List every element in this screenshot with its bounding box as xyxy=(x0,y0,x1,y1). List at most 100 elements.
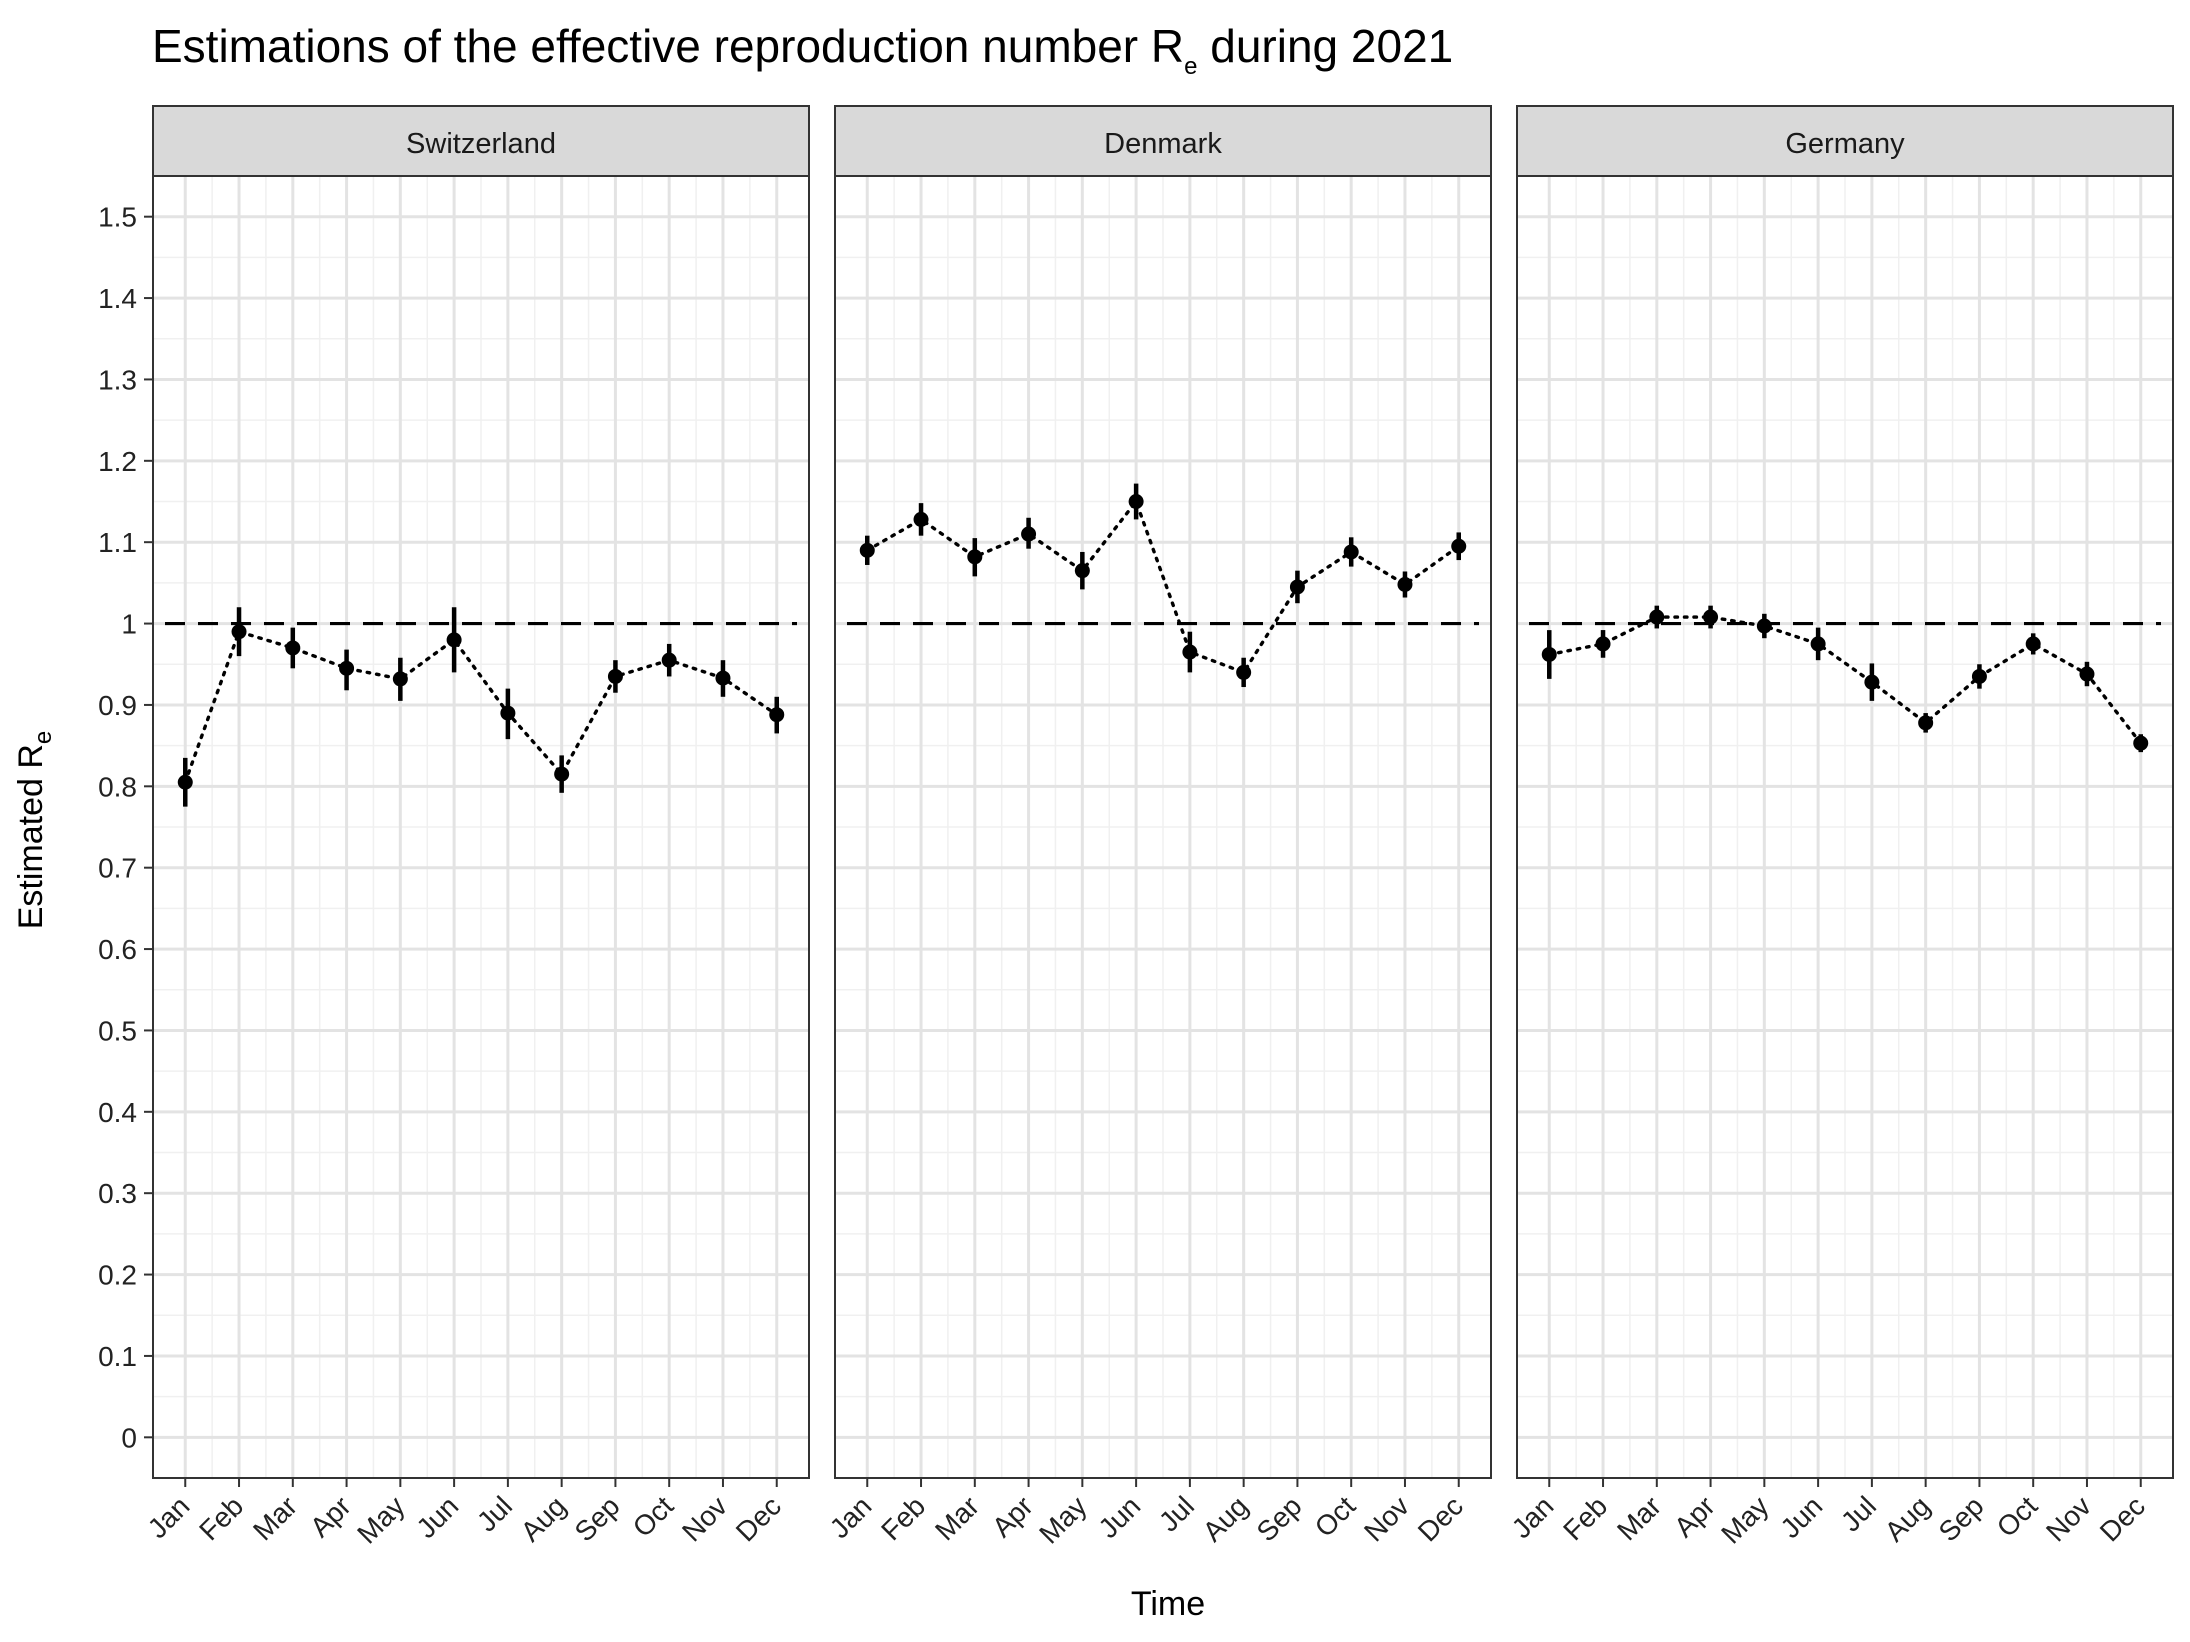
strip-label: Germany xyxy=(1785,128,1905,160)
data-point xyxy=(1074,563,1090,579)
data-point xyxy=(554,766,570,782)
data-point xyxy=(2133,735,2149,751)
y-axis-title: Estimated Re xyxy=(12,731,57,930)
x-tick-label: Jul xyxy=(471,1490,518,1537)
strip-background xyxy=(1516,105,2174,177)
x-tick-label: Jun xyxy=(411,1490,465,1544)
data-point xyxy=(1021,526,1037,542)
data-point xyxy=(1971,668,1987,684)
data-point xyxy=(859,542,875,558)
x-tick-label: Jan xyxy=(1506,1490,1560,1544)
y-tick-label: 1.5 xyxy=(98,202,137,233)
data-point xyxy=(2025,636,2041,652)
data-point xyxy=(1756,618,1772,634)
x-tick-label: Sep xyxy=(1251,1490,1308,1547)
data-point xyxy=(967,549,983,565)
x-tick-label: Oct xyxy=(627,1490,680,1543)
x-tick-label: Sep xyxy=(1933,1490,1990,1547)
data-point xyxy=(177,774,193,790)
data-point xyxy=(1541,646,1557,662)
data-point xyxy=(913,511,929,527)
x-tick-label: Mar xyxy=(247,1490,303,1546)
y-title-main: Estimated R xyxy=(12,744,50,929)
x-tick-label: Dec xyxy=(730,1490,787,1547)
y-tick-label: 0.9 xyxy=(98,690,137,721)
data-point xyxy=(1236,664,1252,680)
y-tick-label: 1.1 xyxy=(98,527,137,558)
x-tick-label: Jun xyxy=(1775,1490,1829,1544)
data-point xyxy=(661,652,677,668)
data-point xyxy=(1343,544,1359,560)
strip-background xyxy=(152,105,810,177)
data-point xyxy=(1918,715,1934,731)
x-tick-label: Apr xyxy=(986,1490,1039,1543)
y-tick-label: 1 xyxy=(121,609,137,640)
title-suffix: during 2021 xyxy=(1197,20,1453,72)
x-tick-label: Nov xyxy=(676,1490,733,1547)
x-tick-label: Oct xyxy=(1991,1490,2044,1543)
data-point xyxy=(231,624,247,640)
x-tick-label: Nov xyxy=(2040,1490,2097,1547)
data-point xyxy=(285,640,301,656)
data-point xyxy=(1128,494,1144,509)
y-tick-label: 0.7 xyxy=(98,853,137,884)
data-point xyxy=(1289,579,1305,595)
x-tick-label: Jan xyxy=(824,1490,878,1544)
data-point xyxy=(1451,538,1467,554)
x-tick-label: Feb xyxy=(1557,1490,1613,1546)
x-tick-label: Jun xyxy=(1093,1490,1147,1544)
x-tick-label: Dec xyxy=(1412,1490,1469,1547)
data-point xyxy=(1397,577,1413,593)
data-point xyxy=(1703,609,1719,625)
y-tick-label: 1.3 xyxy=(98,364,137,395)
y-tick-label: 0.5 xyxy=(98,1015,137,1046)
x-tick-label: May xyxy=(1033,1490,1092,1549)
x-tick-label: Aug xyxy=(1197,1490,1254,1547)
y-tick-label: 0.2 xyxy=(98,1260,137,1291)
title-subscript: e xyxy=(1184,53,1197,80)
x-tick-label: Aug xyxy=(515,1490,572,1547)
series-line xyxy=(1547,615,2143,745)
data-point xyxy=(1649,609,1665,625)
y-tick-label: 0.6 xyxy=(98,934,137,965)
y-tick-label: 1.4 xyxy=(98,283,137,314)
data-point xyxy=(1595,636,1611,652)
data-point xyxy=(1864,674,1880,690)
x-tick-label: May xyxy=(351,1490,410,1549)
chart-title: Estimations of the effective reproductio… xyxy=(152,20,1453,80)
x-axis-title: Time xyxy=(1131,1585,1205,1623)
data-point xyxy=(1810,636,1826,652)
data-point xyxy=(500,705,516,721)
x-tick-label: Aug xyxy=(1879,1490,1936,1547)
y-tick-label: 0.4 xyxy=(98,1097,137,1128)
data-point xyxy=(1182,644,1198,660)
data-point xyxy=(339,660,355,676)
y-axis: 0 0.1 0.2 0.3 0.4 0.5 0.6 0.7 0.8 0.9 1 1.1 1.2 1.3 1.… xyxy=(98,202,153,1453)
y-tick-label: 0.1 xyxy=(98,1341,137,1372)
x-tick-label: Sep xyxy=(569,1490,626,1547)
x-tick-label: Feb xyxy=(875,1490,931,1546)
data-point xyxy=(446,632,462,648)
x-tick-label: Jul xyxy=(1835,1490,1882,1537)
strip-label: Switzerland xyxy=(406,128,556,160)
x-tick-label: Apr xyxy=(304,1490,357,1543)
series-line xyxy=(865,498,1461,675)
series-line xyxy=(183,629,779,784)
y-tick-label: 0.3 xyxy=(98,1178,137,1209)
data-point xyxy=(607,668,623,684)
strip-label: Denmark xyxy=(1104,128,1222,160)
y-tick-label: 0.8 xyxy=(98,771,137,802)
data-point xyxy=(392,671,408,687)
data-point xyxy=(2079,666,2095,682)
y-tick-label: 1.2 xyxy=(98,446,137,477)
x-tick-label: Mar xyxy=(929,1490,985,1546)
x-tick-label: May xyxy=(1715,1490,1774,1549)
x-tick-label: Nov xyxy=(1358,1490,1415,1547)
x-tick-label: Jan xyxy=(142,1490,196,1544)
data-point xyxy=(769,707,785,723)
